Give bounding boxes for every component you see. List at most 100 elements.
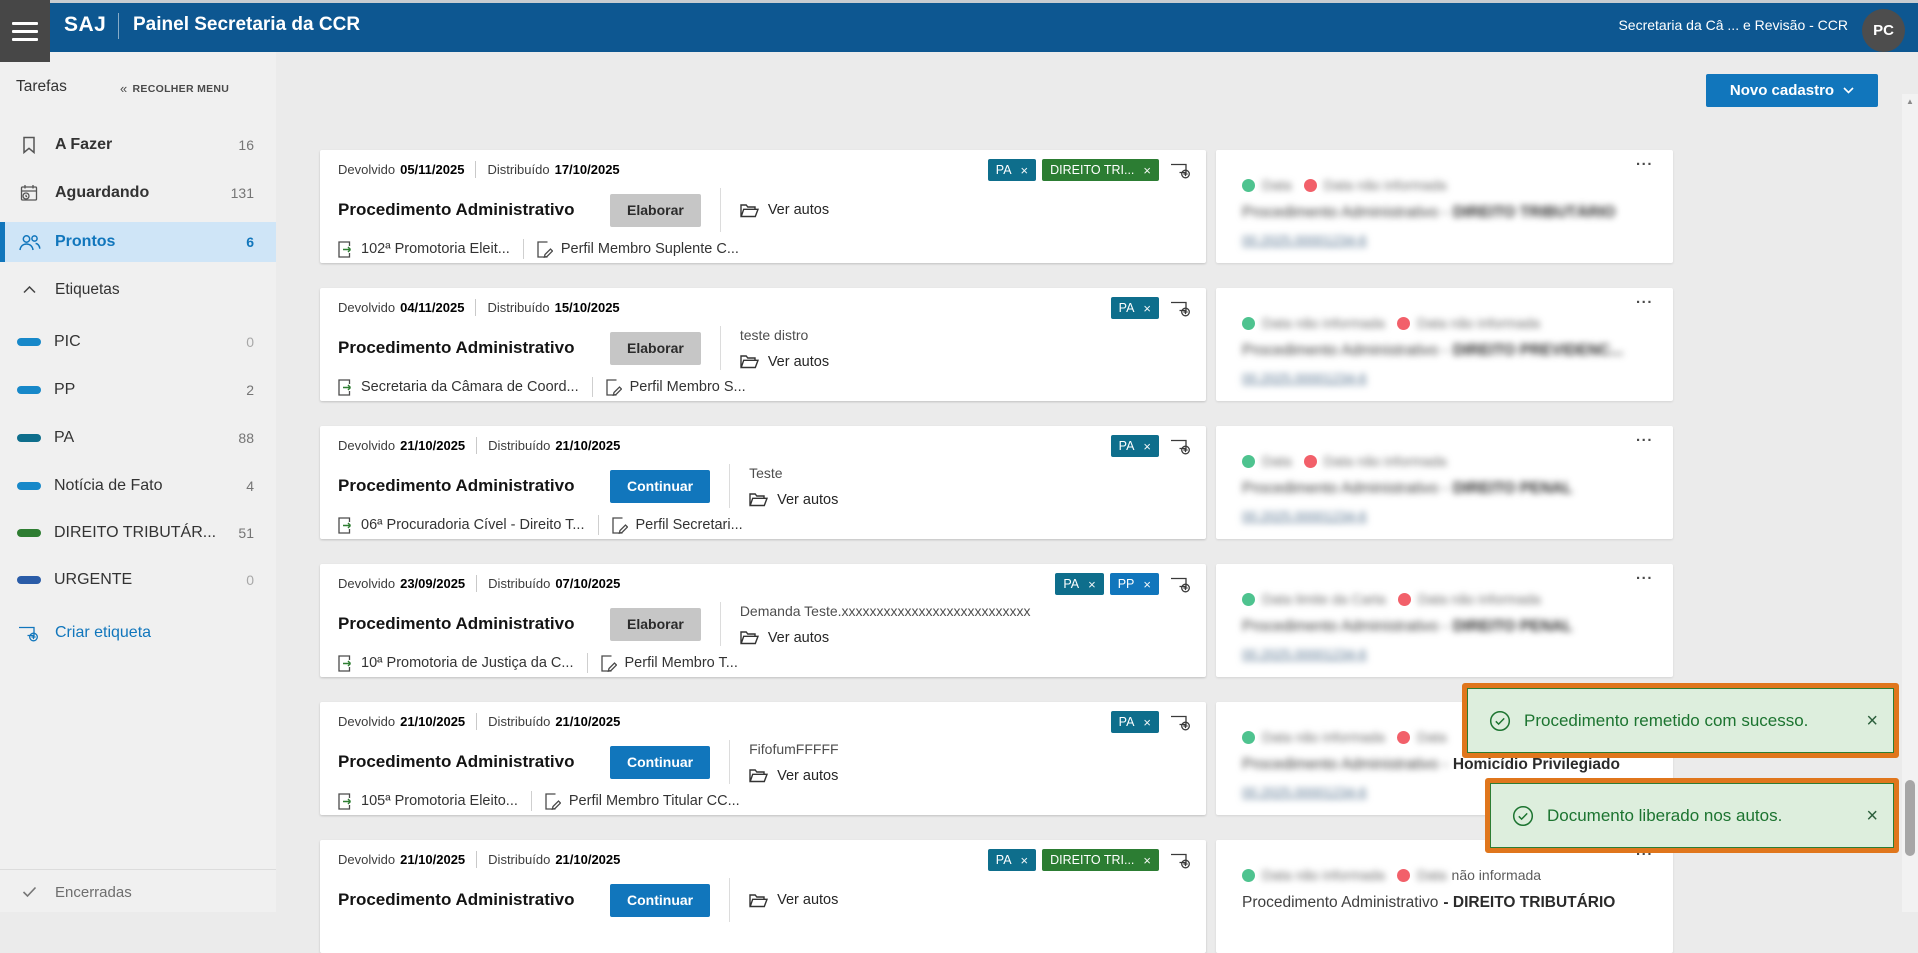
profile-link[interactable]: Perfil Membro Suplente C...	[537, 240, 739, 258]
more-options-icon[interactable]: ...	[1635, 428, 1653, 445]
origin-unit-link[interactable]: 10ª Promotoria de Justiça da C...	[338, 654, 574, 672]
tag-close-icon[interactable]: ×	[1088, 576, 1096, 592]
hamburger-menu-icon[interactable]	[0, 0, 50, 62]
profile-link[interactable]: Perfil Membro T...	[600, 654, 738, 672]
blurred-subject: DIREITO PENAL	[1452, 618, 1573, 635]
tag-chip[interactable]: DIREITO TRI... ×	[1042, 849, 1159, 871]
task-card: Devolvido 23/09/2025 Distribuído 07/10/202…	[320, 564, 1206, 677]
ver-autos-link[interactable]: Ver autos	[749, 492, 838, 508]
add-tag-icon[interactable]	[1170, 575, 1192, 593]
continuar-button[interactable]: Continuar	[610, 745, 711, 779]
detail-number-link[interactable]: 00.2025.00001234-6	[1242, 233, 1367, 248]
tag-close-icon[interactable]: ×	[1020, 852, 1029, 868]
ver-autos-link[interactable]: Ver autos	[749, 768, 838, 784]
blurred-link: 00.2025.00001234-6	[1242, 785, 1367, 800]
origin-unit-link[interactable]: 105ª Promotoria Eleito...	[338, 792, 518, 810]
card-dates: Devolvido 23/09/2025 Distribuído 07/10/202…	[338, 575, 1188, 592]
elaborar-button[interactable]: Elaborar	[610, 193, 701, 227]
blurred-text: Data	[1262, 453, 1292, 469]
detail-number-link[interactable]: 00.2025.00001234-6	[1242, 509, 1367, 524]
etiquetas-section-toggle[interactable]: Etiquetas	[0, 270, 276, 310]
sidebar-label-direito-tributario[interactable]: DIREITO TRIBUTÁR... 51	[0, 513, 276, 553]
sidebar-item-aguardando[interactable]: Aguardando 131	[0, 173, 276, 213]
distribuido-date: 15/10/2025	[554, 300, 620, 315]
origin-unit-label: 105ª Promotoria Eleito...	[361, 793, 518, 809]
tag-close-icon[interactable]: ×	[1143, 162, 1151, 178]
close-icon[interactable]: ×	[1866, 709, 1878, 732]
subject-label: Homicídio Privilegiado	[1452, 756, 1620, 773]
tag-close-icon[interactable]: ×	[1020, 162, 1029, 178]
ver-autos-link[interactable]: Ver autos	[740, 630, 1031, 646]
vertical-divider	[597, 515, 599, 535]
add-tag-icon[interactable]	[1170, 851, 1192, 869]
distribuido-label: Distribuído	[487, 162, 550, 177]
tag-close-icon[interactable]: ×	[1143, 852, 1151, 868]
origin-unit-link[interactable]: 102ª Promotoria Eleit...	[338, 240, 510, 258]
more-options-icon[interactable]: ...	[1635, 152, 1653, 169]
origin-unit-link[interactable]: 06ª Procuradoria Cível - Direito T...	[338, 516, 585, 534]
card-footer: 102ª Promotoria Eleit... Perfil Membro S…	[338, 239, 1188, 259]
collapse-menu-button[interactable]: « RECOLHER MENU	[120, 81, 229, 96]
sidebar-label-pic[interactable]: PIC 0	[0, 322, 276, 362]
tag-label: DIREITO TRI...	[1050, 163, 1135, 177]
tag-close-icon[interactable]: ×	[1143, 300, 1151, 316]
tag-chip[interactable]: PA ×	[1055, 573, 1104, 595]
sidebar-label-noticia-de-fato[interactable]: Notícia de Fato 4	[0, 466, 276, 506]
tag-chip[interactable]: PA ×	[987, 849, 1037, 871]
tag-chip[interactable]: PA ×	[1110, 435, 1159, 457]
detail-title-line: Procedimento Administrativo - DIREITO TRI…	[1242, 894, 1615, 912]
add-tag-icon[interactable]	[1170, 437, 1192, 455]
continuar-button[interactable]: Continuar	[610, 883, 711, 917]
tag-chip[interactable]: PA ×	[987, 159, 1037, 181]
sidebar-item-prontos[interactable]: Prontos 6	[0, 222, 276, 262]
devolvido-label: Devolvido	[338, 576, 396, 591]
page-title: Painel Secretaria da CCR	[133, 14, 361, 35]
detail-number-link[interactable]: 00.2025.00001234-6	[1242, 647, 1367, 662]
close-icon[interactable]: ×	[1866, 804, 1878, 827]
detail-number-link[interactable]: 00.2025.00001234-6	[1242, 371, 1367, 386]
elaborar-button[interactable]: Elaborar	[610, 331, 701, 365]
label-count: 88	[238, 430, 254, 446]
continuar-button[interactable]: Continuar	[610, 469, 711, 503]
tag-close-icon[interactable]: ×	[1143, 714, 1151, 730]
profile-link[interactable]: Perfil Secretari...	[611, 516, 743, 534]
detail-number-link[interactable]: 00.2025.00001234-6	[1242, 785, 1367, 800]
sidebar-label-pa[interactable]: PA 88	[0, 418, 276, 458]
create-label-link[interactable]: Criar etiqueta	[0, 613, 276, 653]
tag-chip[interactable]: PP ×	[1109, 573, 1159, 595]
more-options-icon[interactable]: ...	[1635, 566, 1653, 583]
ver-autos-label: Ver autos	[767, 629, 830, 646]
add-tag-icon[interactable]	[1170, 299, 1192, 317]
sidebar-item-encerradas[interactable]: Encerradas	[0, 872, 276, 912]
tag-chip[interactable]: DIREITO TRI... ×	[1042, 159, 1159, 181]
origin-unit-link[interactable]: Secretaria da Câmara de Coord...	[338, 378, 579, 396]
ver-autos-link[interactable]: Ver autos	[749, 892, 838, 908]
ver-autos-link[interactable]: Ver autos	[740, 202, 829, 218]
more-options-icon[interactable]: ...	[1635, 290, 1653, 307]
profile-link[interactable]: Perfil Membro S...	[605, 378, 746, 396]
tag-chip[interactable]: PA ×	[1110, 297, 1159, 319]
sidebar-label-urgente[interactable]: URGENTE 0	[0, 560, 276, 600]
blurred-text: Procedimento Administrativo -	[1242, 204, 1448, 221]
folder-icon	[740, 203, 759, 217]
account-scope[interactable]: Secretaria da Câ ... e Revisão - CCR	[1618, 17, 1848, 33]
add-tag-icon[interactable]	[1170, 161, 1192, 179]
avatar[interactable]: PC	[1862, 9, 1905, 52]
scrollbar-track[interactable]	[1902, 94, 1918, 912]
detail-row: ... Data limite da Carta Data não inform…	[1216, 564, 1673, 677]
ver-autos-link[interactable]: Ver autos	[740, 354, 829, 370]
scroll-up-icon[interactable]: ▲	[1906, 97, 1914, 106]
profile-link[interactable]: Perfil Membro Titular CC...	[545, 792, 740, 810]
new-cadastro-button[interactable]: Novo cadastro	[1706, 74, 1878, 107]
toast-message: Documento liberado nos autos.	[1547, 805, 1783, 825]
elaborar-button[interactable]: Elaborar	[610, 607, 701, 641]
tag-close-icon[interactable]: ×	[1143, 576, 1151, 592]
tag-close-icon[interactable]: ×	[1143, 438, 1151, 454]
tag-chip[interactable]: PA ×	[1110, 711, 1159, 733]
sidebar-item-a-fazer[interactable]: A Fazer 16	[0, 125, 276, 165]
add-tag-icon[interactable]	[1170, 713, 1192, 731]
card-note: Teste	[749, 464, 783, 481]
sidebar-label-pp[interactable]: PP 2	[0, 370, 276, 410]
document-profile-icon	[600, 654, 617, 672]
scrollbar-thumb[interactable]	[1905, 780, 1915, 856]
